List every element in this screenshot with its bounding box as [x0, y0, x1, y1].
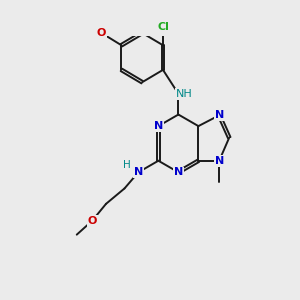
Text: N: N	[214, 156, 224, 166]
Text: N: N	[174, 167, 183, 177]
Text: H: H	[123, 160, 131, 170]
Text: O: O	[97, 28, 106, 38]
Text: N: N	[214, 110, 224, 120]
Text: Cl: Cl	[157, 22, 169, 32]
Text: O: O	[88, 216, 97, 226]
Text: N: N	[134, 167, 143, 177]
Text: NH: NH	[176, 89, 192, 99]
Text: N: N	[154, 121, 163, 131]
